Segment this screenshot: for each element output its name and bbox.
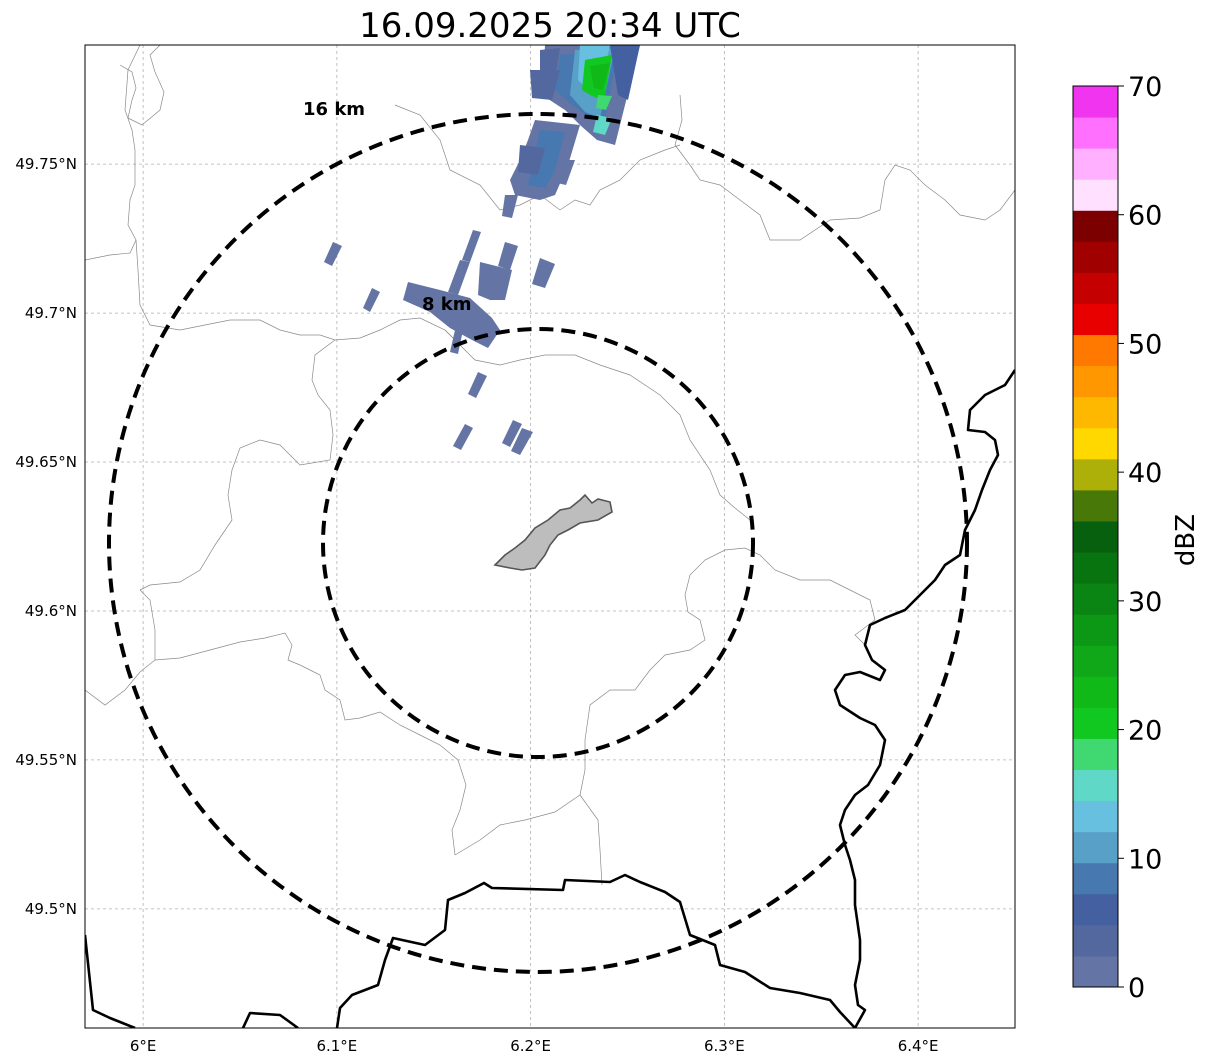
- colorbar-segment: [1073, 272, 1118, 304]
- colorbar-segment: [1073, 241, 1118, 273]
- colorbar-segment: [1073, 893, 1118, 926]
- colorbar-tick-label: 70: [1128, 72, 1162, 103]
- colorbar-segment: [1073, 117, 1118, 149]
- range-ring-label-16km: 16 km: [303, 99, 365, 120]
- lat-tick-label: 49.65°N: [15, 453, 77, 471]
- lon-tick-label: 6.4°E: [898, 1037, 939, 1055]
- lon-tick-label: 6.3°E: [704, 1037, 745, 1055]
- lon-tick-label: 6.1°E: [316, 1037, 357, 1055]
- range-ring-16km: [107, 112, 969, 974]
- colorbar-tick-label: 0: [1128, 973, 1145, 1004]
- colorbar: 0 10 20 30 40 50 60 70 dBZ: [1072, 72, 1201, 1004]
- echo-central-band: [403, 230, 555, 354]
- colorbar-segment: [1073, 489, 1118, 522]
- colorbar-segment: [1073, 862, 1118, 895]
- colorbar-ticks: 0 10 20 30 40 50 60 70: [1118, 72, 1162, 1004]
- colorbar-segment: [1073, 955, 1118, 988]
- colorbar-segment: [1073, 210, 1118, 242]
- colorbar-segment: [1073, 458, 1118, 491]
- chart-title: 16.09.2025 20:34 UTC: [359, 6, 741, 46]
- map-frame: [84, 44, 1016, 1029]
- longitude-tick-labels: 6°E 6.1°E 6.2°E 6.3°E 6.4°E: [130, 1037, 939, 1055]
- admin-boundaries: [85, 45, 1015, 886]
- colorbar-segment: [1073, 645, 1118, 677]
- colorbar-segment: [1073, 738, 1118, 771]
- lat-tick-label: 49.55°N: [15, 751, 77, 769]
- colorbar-segments: [1073, 86, 1118, 988]
- colorbar-segment: [1073, 520, 1118, 553]
- colorbar-segment: [1073, 707, 1118, 739]
- colorbar-tick-label: 10: [1128, 844, 1162, 875]
- colorbar-tick-label: 30: [1128, 587, 1162, 618]
- echo-small-fragments: [324, 242, 533, 455]
- range-ring-8km: [321, 327, 755, 759]
- colorbar-segment: [1073, 552, 1118, 584]
- map-panel: 16 km 8 km 6°E 6.1°E 6.2°E 6.3°E 6.4°E 49.75…: [15, 44, 1016, 1055]
- colorbar-tick-label: 50: [1128, 329, 1162, 360]
- colorbar-tick-label: 60: [1128, 201, 1162, 232]
- range-ring-label-8km: 8 km: [422, 294, 472, 315]
- colorbar-segment: [1073, 427, 1118, 460]
- lat-tick-label: 49.7°N: [25, 304, 77, 322]
- echo-north-tail: [502, 120, 580, 218]
- colorbar-segment: [1073, 365, 1118, 398]
- latitude-tick-labels: 49.75°N 49.7°N 49.65°N 49.6°N 49.55°N 49.5°N: [15, 155, 77, 918]
- colorbar-segment: [1073, 303, 1118, 336]
- lon-tick-label: 6°E: [130, 1037, 157, 1055]
- colorbar-segment: [1073, 148, 1118, 180]
- colorbar-segment: [1073, 831, 1118, 864]
- gridlines: [85, 45, 1015, 1028]
- city-outline: [493, 493, 613, 571]
- colorbar-tick-label: 20: [1128, 716, 1162, 747]
- colorbar-segment: [1073, 614, 1118, 646]
- colorbar-segment: [1073, 676, 1118, 708]
- colorbar-segment: [1073, 334, 1118, 367]
- colorbar-frame: [1072, 85, 1119, 988]
- lon-tick-label: 6.2°E: [510, 1037, 551, 1055]
- colorbar-segment: [1073, 924, 1118, 957]
- colorbar-segment: [1073, 769, 1118, 802]
- lat-tick-label: 49.6°N: [25, 602, 77, 620]
- colorbar-tick-label: 40: [1128, 458, 1162, 489]
- colorbar-segment: [1073, 86, 1118, 118]
- colorbar-segment: [1073, 179, 1118, 211]
- national-borders: [85, 369, 1015, 1028]
- colorbar-segment: [1073, 800, 1118, 833]
- lat-tick-label: 49.75°N: [15, 155, 77, 173]
- colorbar-segment: [1073, 396, 1118, 429]
- colorbar-label: dBZ: [1171, 514, 1201, 566]
- colorbar-segment: [1073, 583, 1118, 615]
- lat-tick-label: 49.5°N: [25, 900, 77, 918]
